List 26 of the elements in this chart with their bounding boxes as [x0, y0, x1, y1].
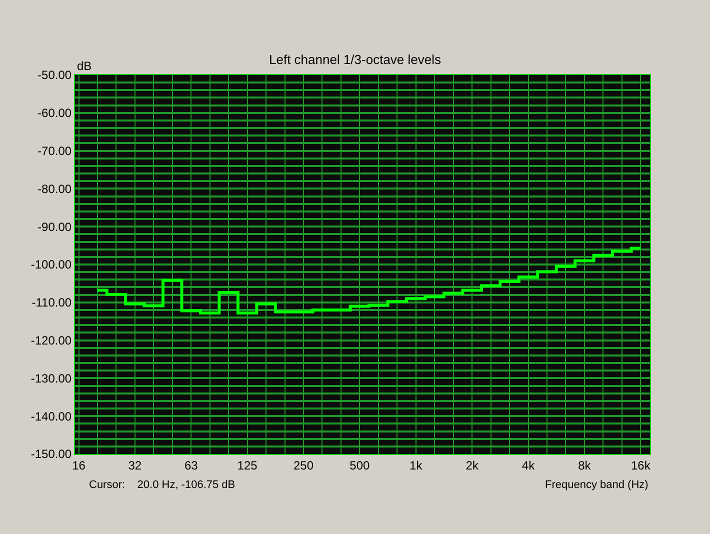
- x-tick-label: 500: [350, 458, 370, 472]
- x-tick-label: 125: [237, 458, 258, 472]
- y-tick-label: -110.00: [32, 296, 72, 310]
- y-tick-label: -140.00: [30, 409, 72, 424]
- x-tick-label: 16k: [630, 458, 652, 472]
- y-tick-label: -80.00: [38, 182, 72, 196]
- y-tick-label: -100.00: [30, 258, 72, 272]
- y-tick-label: -70.00: [38, 144, 72, 158]
- y-tick-label: -90.00: [38, 220, 72, 234]
- x-tick-label: 4k: [522, 458, 536, 472]
- x-tick-label: 8k: [578, 458, 592, 472]
- x-tick-label: 2k: [466, 458, 480, 472]
- x-tick-label: 16: [72, 458, 86, 472]
- x-axis-title: Frequency band (Hz): [545, 479, 648, 491]
- y-axis-title: dB: [77, 59, 92, 73]
- x-tick-label: 32: [128, 458, 142, 472]
- chart-title: Left channel 1/3-octave levels: [269, 52, 442, 68]
- y-tick-label: -120.00: [30, 334, 72, 348]
- y-tick-label: -130.00: [30, 371, 72, 386]
- y-tick-label: -50.00: [38, 68, 72, 82]
- x-tick-label: 63: [184, 458, 198, 472]
- x-tick-label: 1k: [410, 458, 424, 472]
- y-tick-label: -150.00: [30, 447, 72, 462]
- y-tick-label: -60.00: [38, 106, 72, 120]
- x-tick-label: 250: [293, 458, 314, 472]
- text: Cursor: 20.0 Hz, -106.75 dB: [89, 479, 236, 491]
